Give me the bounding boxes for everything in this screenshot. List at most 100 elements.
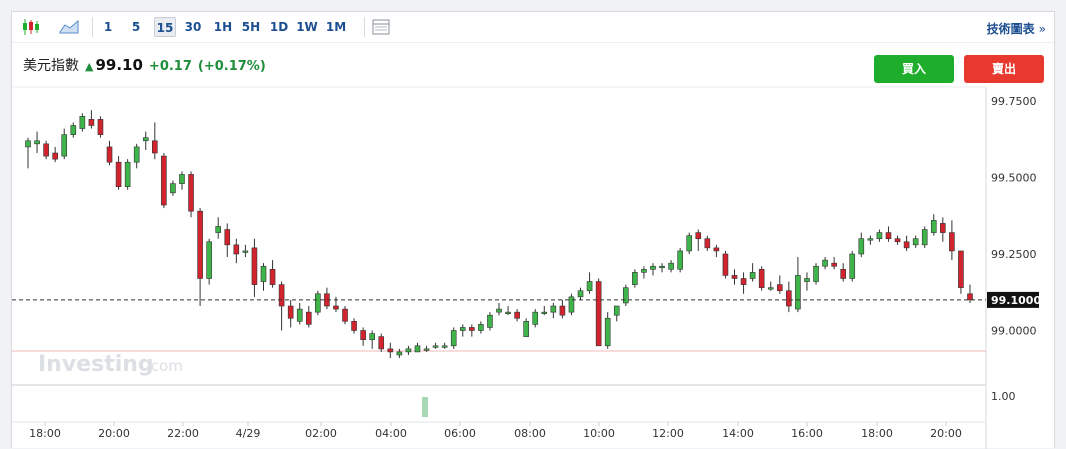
candle [930,214,937,236]
candle [686,232,693,254]
candle [296,302,303,325]
candle-body [405,348,412,353]
y-tick-label: 99.0000 [991,325,1037,338]
candle-body [767,287,774,290]
candle [514,309,520,322]
x-tick-label: 12:00 [652,427,684,440]
candle-body [25,140,31,148]
candle [505,306,511,316]
candle-body [43,143,49,157]
price-chart[interactable]: Investing.com 99.7500 99.5000 99.2500 99.000… [12,12,1056,449]
candle-body [894,238,901,243]
interval-button-5h[interactable]: 5H [241,20,261,34]
candle-body [70,125,77,135]
candle [287,299,294,328]
buy-button[interactable]: 買入 [874,55,954,83]
candle [405,345,412,355]
candle [360,327,366,346]
candle [179,171,185,190]
candle-body [459,327,466,331]
candlestick-icon[interactable] [20,16,42,38]
candle-body [206,241,212,279]
candle-body [152,140,158,154]
investing-watermark-suffix: .com [146,357,183,375]
candle [912,235,919,248]
candle [813,263,819,285]
candle [568,293,575,316]
interval-button-1w[interactable]: 1W [296,20,318,34]
candle-body [831,262,837,267]
candle-body [650,265,656,270]
candle-body [469,327,475,331]
candle [550,302,557,319]
interval-button-1[interactable]: 1 [103,20,113,34]
sell-button[interactable]: 賣出 [964,55,1044,83]
candle-body [677,250,683,270]
candle [767,281,774,291]
candle [885,226,892,242]
candle [704,235,711,251]
candle [967,284,973,303]
candle [432,342,439,349]
candle-body [949,232,955,252]
toolbar-divider [12,42,1054,43]
candle-body [849,253,856,279]
candle-body [885,232,892,240]
candle-body [532,311,539,325]
candle-body [822,259,828,267]
candle-body [52,152,58,160]
candle-body [641,268,647,273]
candle-body [142,137,149,142]
candle-body [124,161,131,187]
candle [79,113,86,132]
candle-body [441,345,448,348]
candle [115,156,122,190]
candle [170,180,176,196]
candle-body [704,238,711,249]
interval-button-5[interactable]: 5 [131,20,141,34]
candle [958,250,964,294]
candle [133,143,140,169]
candle-body [215,226,222,233]
candle-body [749,272,756,279]
table-icon[interactable] [370,16,392,38]
candle [106,140,113,166]
x-tick-label: 18:00 [861,427,893,440]
candle [70,122,77,138]
candle [224,223,231,258]
candle-body [903,241,910,249]
interval-button-1h[interactable]: 1H [213,20,233,34]
candle [469,324,475,337]
candle-body [496,308,502,313]
candle-body [333,305,339,310]
interval-button-1m[interactable]: 1M [325,20,347,34]
candle-body [61,134,68,157]
candle [822,257,828,270]
candle-body [305,311,312,325]
candle-body [604,317,611,347]
interval-button-15[interactable]: 15 [154,17,176,37]
candle [396,348,403,359]
candle-body [568,296,575,313]
candle [867,235,874,245]
candle-body [224,229,231,246]
interval-button-30[interactable]: 30 [184,20,202,34]
technical-chart-link[interactable]: 技術圖表» [987,20,1046,37]
candle [450,327,457,349]
candle-body [921,229,928,246]
candle-body [668,262,674,270]
candle-body [88,119,95,126]
candle [613,305,620,322]
candle [441,342,448,349]
candle [333,296,339,313]
candle-body [804,278,810,282]
candle-body [523,321,529,337]
candle-body [242,250,249,253]
candle-body [287,305,294,319]
candle [251,238,258,297]
candle [632,269,638,288]
candle-body [550,305,557,313]
candle-body [269,268,276,285]
interval-button-1d[interactable]: 1D [269,20,289,34]
area-chart-icon[interactable] [58,16,80,38]
